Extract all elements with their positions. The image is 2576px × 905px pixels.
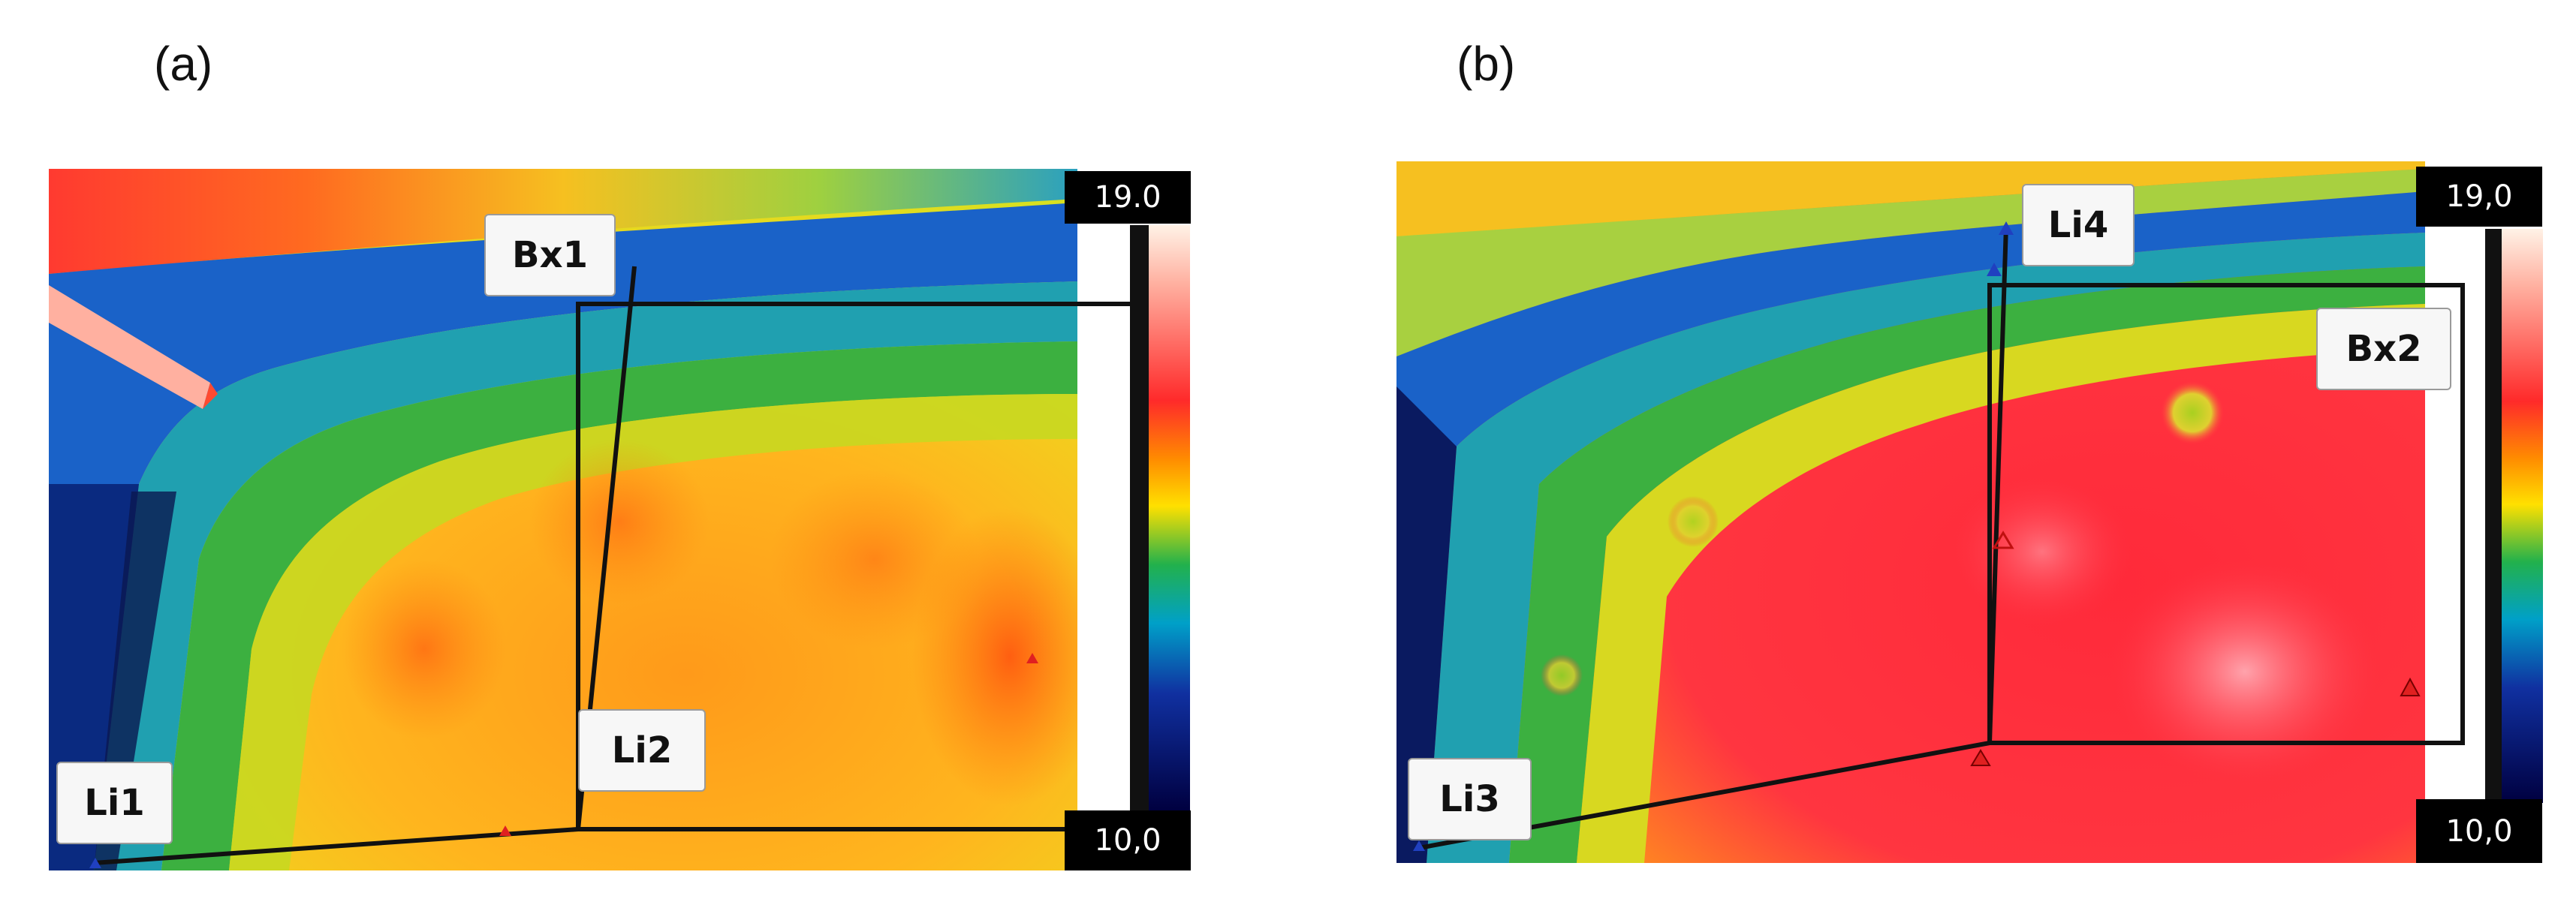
scale-max-a: 19.0 bbox=[1065, 171, 1191, 224]
panel-b-label: (b) bbox=[1457, 37, 1516, 91]
tag-bx2: Bx2 bbox=[2316, 308, 2451, 390]
scale-min-b: 10,0 bbox=[2416, 799, 2542, 863]
tag-li2: Li2 bbox=[578, 709, 706, 792]
scale-min-a: 10,0 bbox=[1065, 810, 1191, 870]
thermogram-b bbox=[1396, 161, 2508, 863]
scale-max-b: 19,0 bbox=[2416, 167, 2542, 227]
tag-li4: Li4 bbox=[2022, 184, 2135, 266]
scale-bar-a bbox=[1130, 225, 1149, 810]
scale-gradient-b bbox=[2502, 229, 2543, 803]
tag-bx1: Bx1 bbox=[484, 214, 616, 296]
tag-li3: Li3 bbox=[1408, 758, 1532, 840]
tag-li1: Li1 bbox=[56, 762, 173, 844]
scale-bar-b bbox=[2485, 229, 2502, 803]
scale-gradient-a bbox=[1149, 225, 1190, 810]
panel-a-label: (a) bbox=[154, 37, 213, 91]
